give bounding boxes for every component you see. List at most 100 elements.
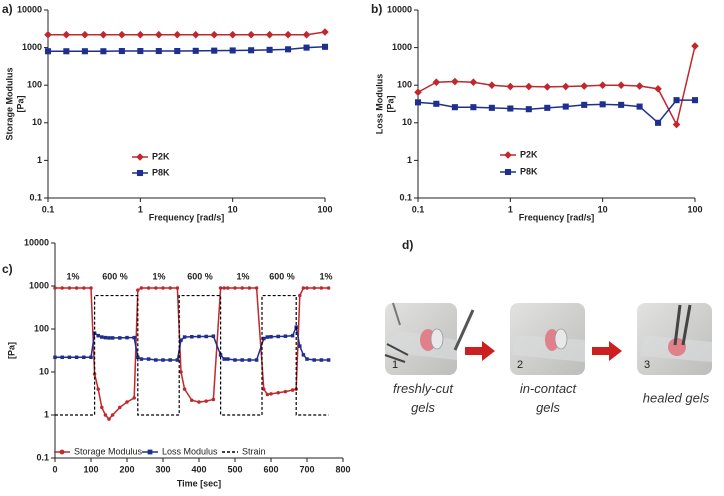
marker [265,30,274,39]
marker [247,358,252,362]
y-tick-label: 10000 [387,4,412,14]
marker [155,48,162,55]
marker [132,396,136,400]
marker [190,398,194,403]
marker [262,336,266,341]
y-axis-label: [Pa] [15,95,25,112]
marker [96,387,100,391]
panel-label: b) [371,2,382,16]
x-tick-label: 800 [335,464,350,474]
marker [229,47,236,54]
marker [301,286,306,290]
y-tick-label: 100 [34,323,49,333]
marker [137,48,144,55]
marker [168,286,172,290]
y-axis-label: [Pa] [385,95,395,112]
y-tick-label: 1000 [392,42,412,52]
marker [211,47,218,54]
marker [525,82,533,91]
marker [118,30,126,39]
marker [146,357,151,361]
legend-label: P2K [520,149,538,159]
marker [44,30,52,39]
marker [254,286,259,290]
marker [326,286,331,290]
marker [44,48,52,55]
marker [269,392,273,396]
marker [175,286,180,290]
panel-label: c) [2,262,13,276]
annotation: 600 % [102,271,128,281]
marker [197,400,201,404]
marker [488,104,495,111]
marker [100,335,104,339]
marker [312,286,316,290]
marker [598,81,607,89]
y-tick-label: 1000 [22,42,42,52]
marker [136,153,144,161]
marker [204,334,208,339]
x-tick-label: 400 [191,464,206,474]
marker [222,357,226,361]
marker [107,417,111,421]
marker [266,46,273,53]
marker [218,286,223,290]
marker [262,387,266,391]
marker [303,44,310,51]
y-axis-label: [Pa] [6,342,16,359]
marker [53,355,57,360]
marker [136,288,140,292]
marker [67,355,72,360]
marker [543,83,552,91]
marker [618,101,625,108]
marker [154,358,158,362]
y-axis-label: Loss Modulus [374,74,384,135]
y-tick-label: 0.1 [399,192,412,202]
marker [182,387,187,391]
marker [470,104,477,111]
marker [326,358,331,362]
marker [100,48,107,55]
marker [254,358,259,362]
marker [118,336,122,340]
marker [197,334,201,339]
marker [175,358,180,362]
marker [599,101,606,108]
marker [118,48,125,55]
series-line [48,46,326,52]
y-tick-label: 0.1 [29,192,42,202]
caption: freshly-cut [393,381,454,396]
x-axis-label: Frequency [rad/s] [519,212,595,222]
marker [60,286,64,290]
marker [319,286,324,290]
marker [179,370,183,374]
marker [107,336,111,340]
marker [269,334,273,339]
marker [321,28,329,36]
marker [125,400,129,404]
marker [226,357,230,361]
x-tick-label: 1 [138,204,143,214]
marker [319,358,324,362]
marker [218,353,223,357]
marker [59,449,65,455]
y-tick-label: 1000 [29,280,49,290]
marker [211,397,216,402]
marker [74,286,79,290]
y-tick-label: 10 [39,366,49,376]
panel-label: a) [2,2,13,16]
marker [146,286,151,290]
marker [247,286,252,290]
marker [139,286,144,290]
marker [504,168,512,176]
panel-label: d) [402,238,413,252]
marker [168,358,172,362]
marker [173,30,182,39]
marker [469,78,478,87]
marker [132,335,136,340]
marker [504,151,512,159]
marker [312,358,316,362]
marker [103,413,108,417]
marker [544,104,551,111]
marker [672,120,681,129]
